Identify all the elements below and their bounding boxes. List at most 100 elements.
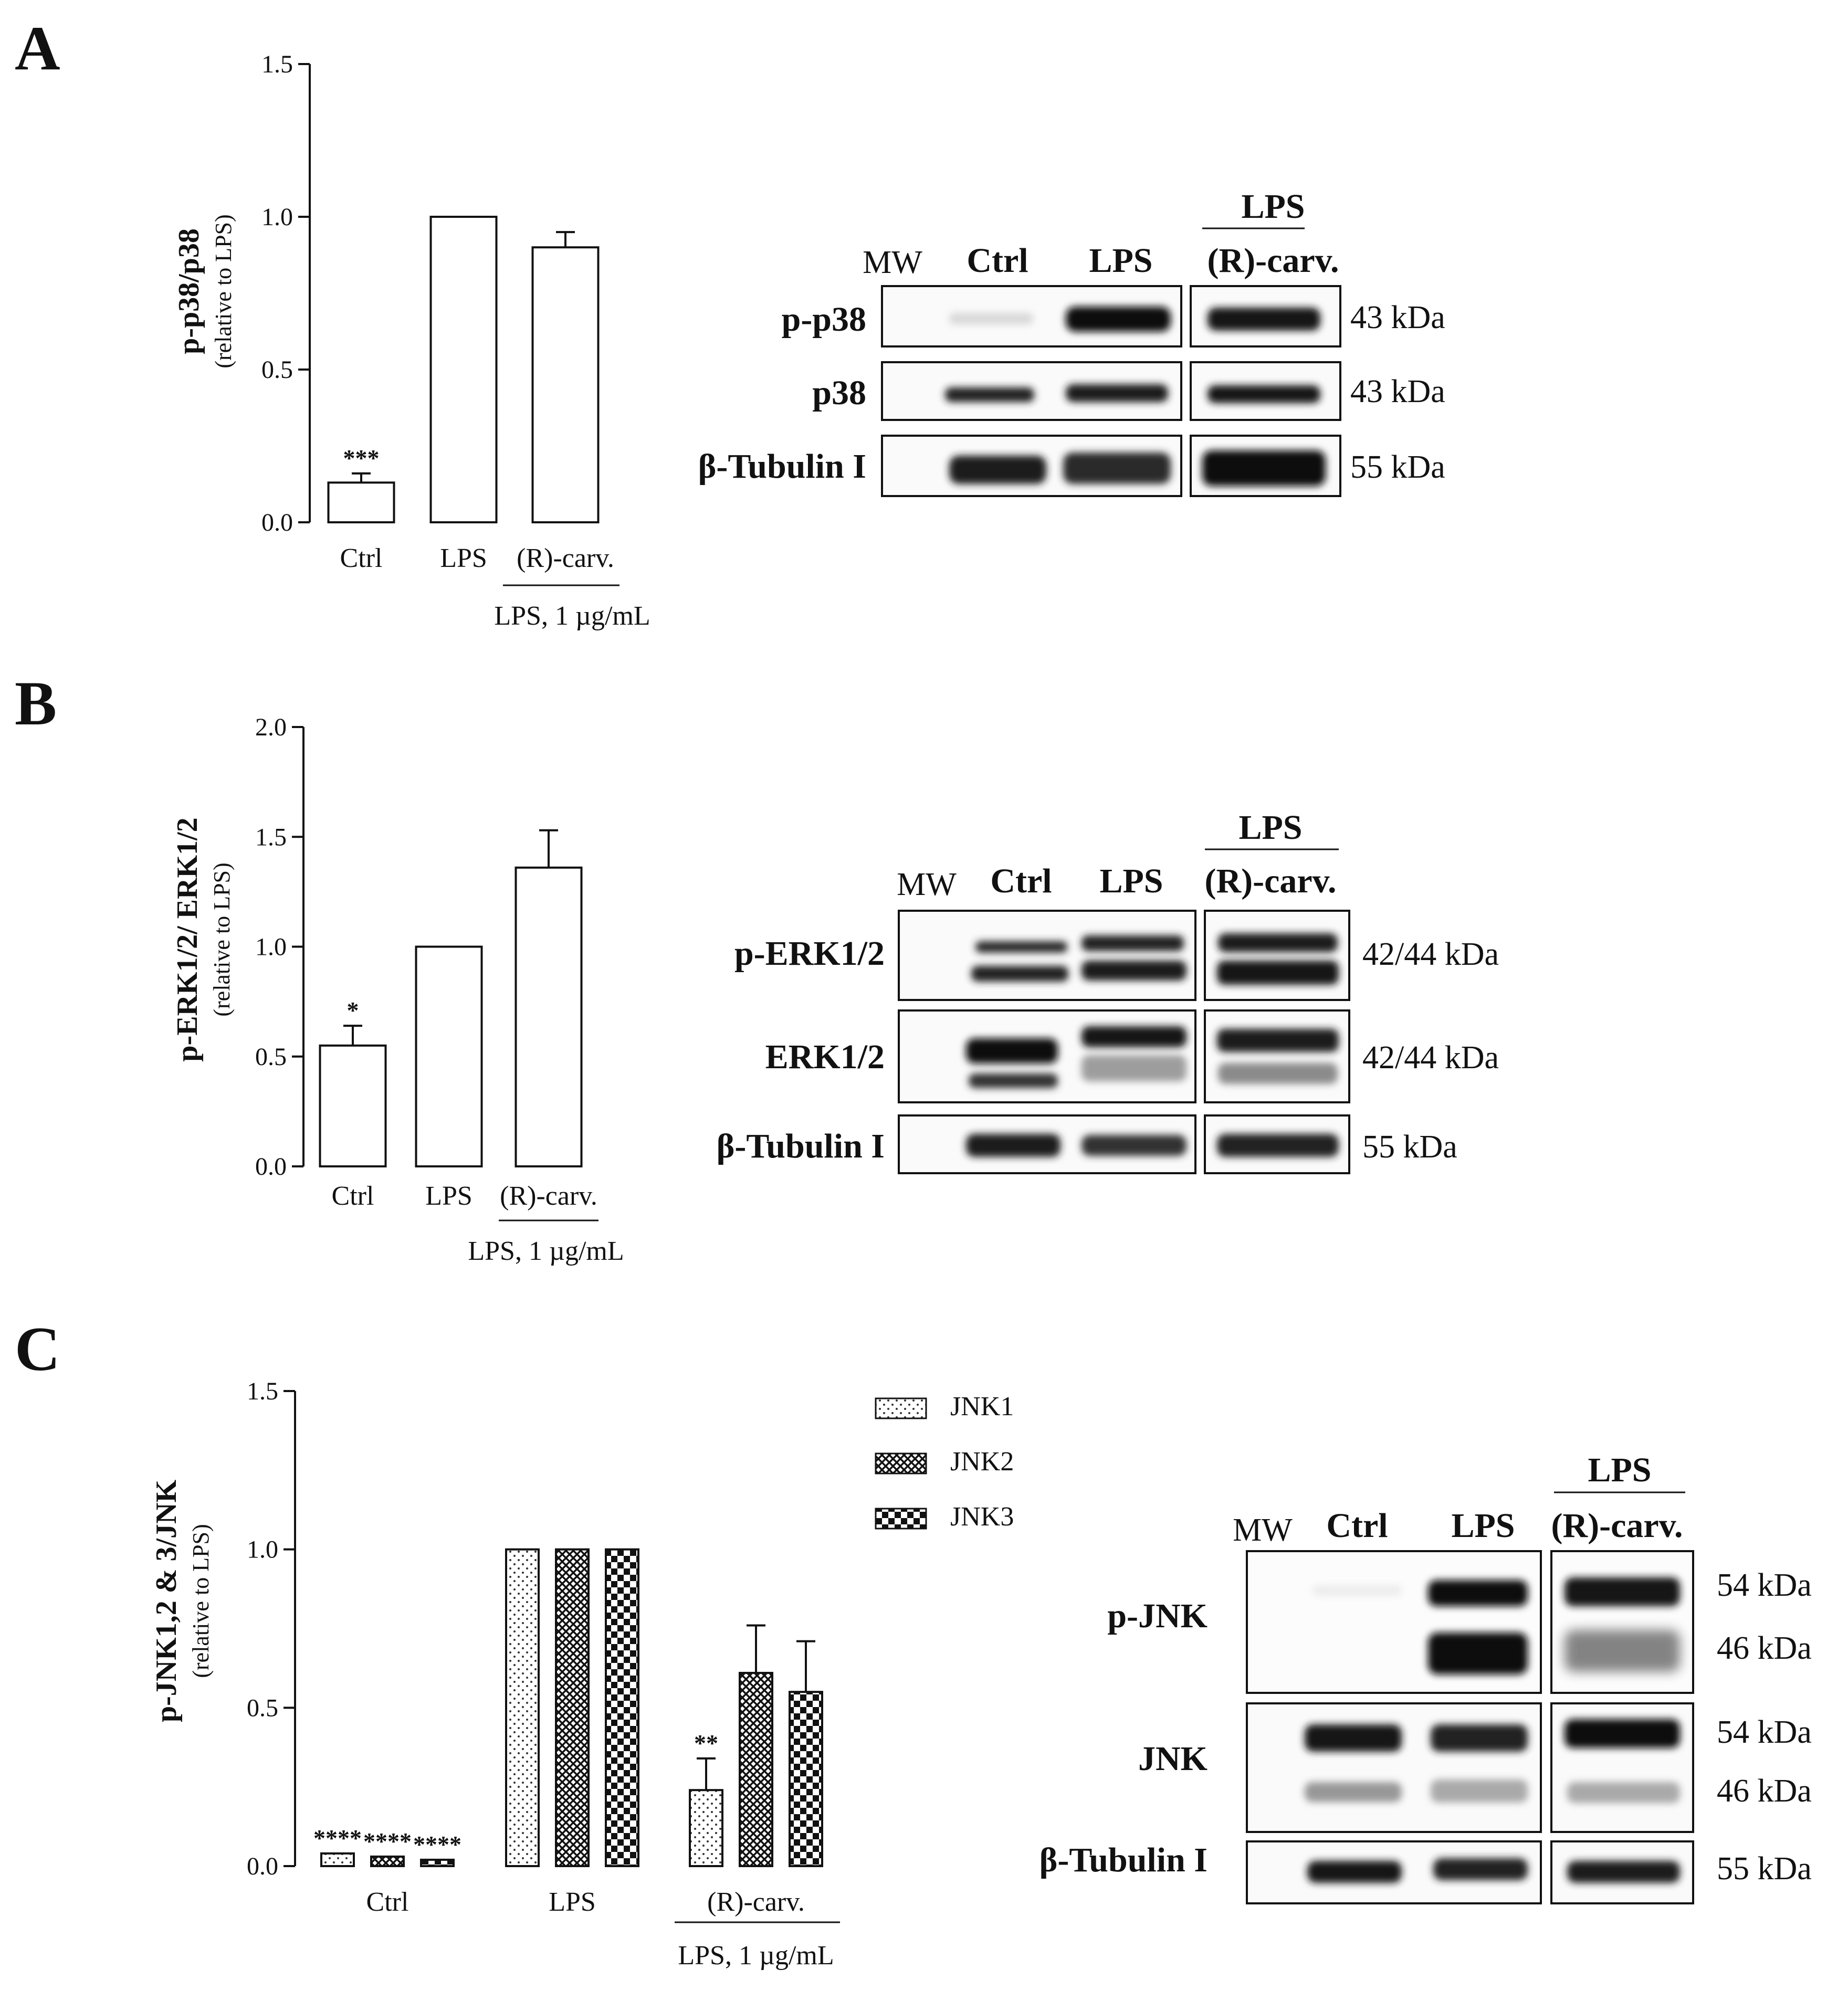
bar: [370, 1855, 405, 1867]
wb-c-blot-jnk-left: [1246, 1702, 1542, 1833]
y-tick-label: 0.5: [261, 356, 293, 384]
wb-b-lane-carv: (R)-carv.: [1204, 862, 1336, 900]
wb-a-kda-2: 55 kDa: [1350, 449, 1445, 485]
wb-c-kda-0: 54 kDa: [1717, 1567, 1812, 1603]
wb-c-group-lps: LPS: [1588, 1451, 1651, 1489]
wb-c-lane-carv: (R)-carv.: [1551, 1507, 1683, 1545]
wb-c-lane-ctrl: Ctrl: [1326, 1507, 1388, 1545]
y-tick-label: 0.5: [255, 1043, 287, 1071]
wb-c-lane-lps: LPS: [1451, 1507, 1515, 1545]
wb-b-kda-0: 42/44 kDa: [1362, 936, 1499, 972]
category-label: LPS: [549, 1887, 596, 1917]
bar: [739, 1671, 773, 1867]
bar: [689, 1789, 723, 1867]
category-label: Ctrl: [366, 1887, 409, 1917]
chart-a-ylabel-sub: (relative to LPS): [211, 214, 236, 368]
legend-label: JNK3: [950, 1502, 1014, 1532]
wb-c-mw: MW: [1233, 1512, 1293, 1548]
y-tick-label: 1.5: [261, 50, 293, 78]
wb-b-kda-2: 55 kDa: [1362, 1129, 1457, 1165]
wb-a-row-label-1: p38: [812, 374, 866, 412]
panel-b-letter: B: [15, 668, 57, 738]
wb-b-row-label-1: ERK1/2: [765, 1038, 885, 1076]
wb-b-blot-perk-right: [1204, 910, 1350, 1001]
bar: [555, 1548, 590, 1868]
y-tick-label: 1.5: [247, 1377, 278, 1405]
chart-c-ylabel: p-JNK1,2 & 3/JNK: [150, 1480, 183, 1722]
wb-a-group-lps: LPS: [1241, 187, 1305, 226]
wb-c-kda-3: 46 kDa: [1717, 1773, 1812, 1809]
wb-b-row-label-2: β-Tubulin I: [717, 1127, 885, 1165]
chart-b-ylabel: p-ERK1/2/ ERK1/2: [171, 817, 204, 1061]
western-blot-a: MW Ctrl LPS (R)-carv. LPS p-p38 p38 β-Tu…: [698, 187, 1445, 497]
legend-swatch: [875, 1508, 927, 1530]
bar: [320, 1852, 355, 1868]
y-tick-label: 0.0: [255, 1153, 287, 1181]
y-tick-label: 0.0: [261, 509, 293, 536]
wb-a-kda-1: 43 kDa: [1350, 374, 1445, 409]
bar: [429, 216, 498, 523]
significance-label: ****: [413, 1831, 461, 1858]
significance-label: ***: [343, 445, 380, 471]
category-label: (R)-carv.: [500, 1181, 597, 1211]
category-label: LPS: [440, 543, 487, 573]
chart-b: p-ERK1/2/ ERK1/2 (relative to LPS) Ctrl L…: [171, 713, 624, 1266]
chart-b-group-label: LPS, 1 µg/mL: [468, 1236, 624, 1266]
bar: [789, 1691, 823, 1868]
wb-c-row-label-2: β-Tubulin I: [1040, 1841, 1208, 1879]
wb-c-row-label-0: p-JNK: [1107, 1597, 1208, 1635]
chart-a-ylabel: p-p38/p38: [173, 228, 205, 354]
bar: [420, 1858, 455, 1868]
y-tick-label: 1.0: [255, 933, 287, 961]
wb-b-row-label-0: p-ERK1/2: [734, 934, 885, 973]
wb-a-lane-carv: (R)-carv.: [1207, 241, 1339, 280]
bar: [514, 866, 583, 1167]
panel-a-letter: A: [15, 13, 60, 83]
category-label: (R)-carv.: [707, 1887, 805, 1917]
wb-a-kda-0: 43 kDa: [1350, 300, 1445, 335]
wb-b-lane-ctrl: Ctrl: [990, 862, 1052, 900]
wb-a-row-label-2: β-Tubulin I: [698, 447, 866, 486]
category-label: Ctrl: [332, 1181, 374, 1211]
legend-label: JNK1: [950, 1392, 1014, 1421]
wb-b-blot-erk-right: [1204, 1009, 1350, 1103]
wb-c-kda-2: 54 kDa: [1717, 1714, 1812, 1750]
chart-c-group-label: LPS, 1 µg/mL: [678, 1941, 834, 1971]
category-label: (R)-carv.: [517, 543, 614, 573]
wb-b-blot-perk-left: [898, 910, 1196, 1001]
bar: [605, 1548, 639, 1868]
western-blot-c: MW Ctrl LPS (R)-carv. LPS p-JNK JNK β-Tu…: [1040, 1451, 1812, 1904]
y-tick-label: 1.5: [255, 823, 287, 851]
chart-a: p-p38/p38 (relative to LPS) Ctrl LPS (R)-c…: [173, 50, 650, 631]
significance-label: **: [694, 1730, 718, 1756]
y-tick-label: 0.5: [247, 1694, 278, 1722]
panel-c-letter: C: [15, 1314, 60, 1384]
chart-c-ylabel-sub: (relative to LPS): [188, 1524, 214, 1678]
y-tick-label: 1.0: [261, 203, 293, 231]
wb-a-lane-lps: LPS: [1089, 241, 1152, 280]
chart-b-ylabel-sub: (relative to LPS): [209, 862, 235, 1016]
y-tick-label: 0.0: [247, 1852, 278, 1880]
wb-c-kda-1: 46 kDa: [1717, 1630, 1812, 1666]
wb-b-kda-1: 42/44 kDa: [1362, 1040, 1499, 1076]
chart-c: p-JNK1,2 & 3/JNK (relative to LPS) Ctrl L…: [150, 1377, 1014, 1971]
bar: [505, 1548, 540, 1868]
significance-label: *: [347, 997, 359, 1024]
wb-b-lane-lps: LPS: [1099, 862, 1163, 900]
chart-a-group-label: LPS, 1 µg/mL: [494, 601, 650, 631]
wb-a-mw: MW: [863, 245, 922, 280]
bar: [531, 246, 600, 523]
category-label: LPS: [425, 1181, 472, 1211]
western-blot-b: MW Ctrl LPS (R)-carv. LPS p-ERK1/2 ERK1/…: [717, 808, 1499, 1174]
bar: [319, 1044, 387, 1167]
legend-swatch: [875, 1452, 927, 1475]
wb-b-group-lps: LPS: [1238, 808, 1302, 847]
legend-swatch: [875, 1397, 927, 1419]
wb-a-lane-ctrl: Ctrl: [967, 241, 1028, 280]
wb-c-kda-4: 55 kDa: [1717, 1851, 1812, 1887]
y-tick-label: 2.0: [255, 713, 287, 741]
significance-label: ****: [363, 1828, 412, 1855]
legend-label: JNK2: [950, 1447, 1014, 1477]
wb-c-row-label-1: JNK: [1138, 1740, 1208, 1778]
